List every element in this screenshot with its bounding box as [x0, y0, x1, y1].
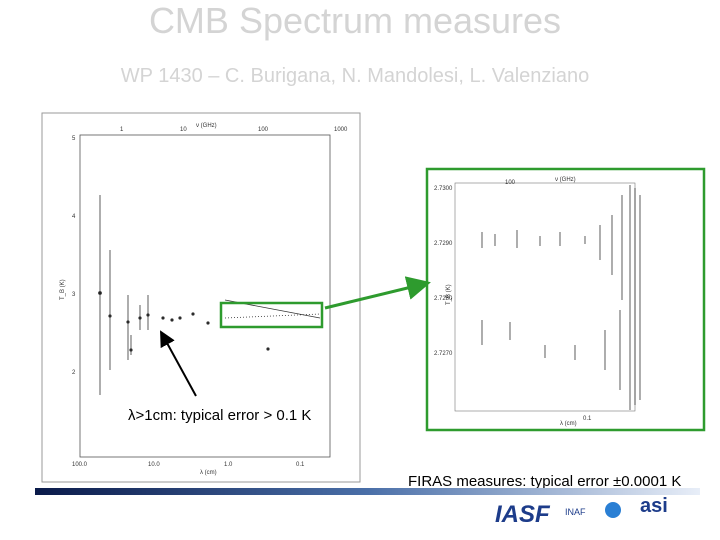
- axis-label: T_B (K): [60, 279, 66, 300]
- annotation-bg: [124, 402, 324, 426]
- tick-label: 5: [72, 136, 76, 142]
- logo-dot: [605, 502, 621, 518]
- logo: INAF: [565, 507, 586, 517]
- tick-label: 2.7290: [434, 241, 453, 247]
- tick-label: 2.7280: [434, 296, 453, 302]
- subtitle: WP 1430 – C. Burigana, N. Mandolesi, L. …: [121, 65, 589, 87]
- highlight-box: [219, 301, 324, 329]
- tick-label: 0.1: [583, 416, 592, 422]
- tick-label: 3: [72, 292, 76, 298]
- tick-label: 10: [180, 127, 187, 133]
- logo: IASF: [495, 501, 551, 528]
- tick-label: 4: [72, 214, 76, 220]
- title: CMB Spectrum measures: [149, 0, 561, 41]
- tick-label: 100.0: [72, 462, 88, 468]
- axes: [79, 134, 331, 458]
- tick-label: 2: [72, 370, 76, 376]
- left-plot: 1 10 100 1000 ν (GHz) 5 4 3 2 T_B (K) 10…: [41, 112, 361, 483]
- axis-label: λ (cm): [200, 470, 217, 476]
- tick-label: 2.7300: [434, 186, 453, 192]
- axis-label: T_B (K): [446, 284, 452, 305]
- tick-label: 2.7270: [434, 351, 453, 357]
- tick-label: 1: [120, 127, 124, 133]
- axis-label: ν (GHz): [196, 123, 217, 129]
- tick-label: 1.0: [224, 462, 233, 468]
- right-plot: 100 ν (GHz) 2.7300 2.7290 2.7280 2.7270 …: [425, 167, 706, 432]
- tick-label: 10.0: [148, 462, 160, 468]
- pointer-arrow: [160, 330, 197, 397]
- plot-frame: [41, 112, 361, 483]
- axis-label: ν (GHz): [555, 177, 576, 183]
- logo: asi: [640, 495, 668, 517]
- tick-label: 0.1: [296, 462, 305, 468]
- zoom-arrow: [324, 276, 431, 310]
- measurements: [481, 185, 641, 410]
- footer-bar: [35, 488, 700, 495]
- axis-label: λ (cm): [560, 421, 577, 427]
- tick-label: 1000: [334, 127, 348, 133]
- annotation: λ>1cm: typical error > 0.1 K: [128, 407, 311, 424]
- tick-label: 100: [258, 127, 269, 133]
- plot-frame: [425, 167, 706, 432]
- annotation: FIRAS measures: typical error ±0.0001 K: [408, 473, 681, 490]
- tick-label: 100: [505, 180, 516, 186]
